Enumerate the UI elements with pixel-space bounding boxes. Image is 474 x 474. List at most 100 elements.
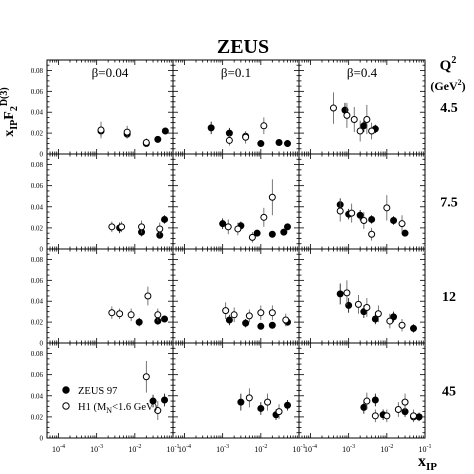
h1-point [154,407,162,415]
h1-point [398,220,406,228]
axis-ticks [46,59,426,439]
legend-h1-suffix: <1.6 GeV) [112,402,157,413]
h1-point [371,412,379,420]
q2-header-gev: (GeV [430,79,458,93]
panel-frame-r1-c0 [46,153,174,250]
h1-point [127,311,135,319]
h1-point [368,230,376,238]
zeus-point [268,230,276,238]
h1-point [97,126,105,134]
h1-point [222,307,230,315]
zeus-point [161,315,169,323]
h1-point [108,309,116,317]
y-axis-title-sup2: D(3) [0,87,10,106]
zeus-point [268,321,276,329]
legend-h1-label: H1 (MN<1.6 GeV) [78,402,158,415]
h1-point [116,310,124,318]
y-tick-label: 0.04 [31,298,44,306]
h1-point [144,292,152,300]
h1-point [329,104,337,112]
h1-point [245,312,253,320]
h1-point [142,139,150,147]
y-tick-label: 0 [40,435,44,443]
y-axis-title: xIPF2D(3) [0,87,20,136]
zeus-point [371,396,379,404]
beta-label: β=0.1 [221,65,251,80]
x-tick-label: 10-4 [304,444,317,454]
x-tick-label: 10-1 [293,444,306,454]
h1-point [374,310,382,318]
h1-point [356,127,364,135]
h1-point [154,311,162,319]
h1-point [225,136,233,144]
h1-point [360,217,368,224]
y-tick-label: 0.04 [31,392,44,400]
h1-point [343,289,351,297]
zeus-point [237,398,245,406]
h1-point [224,223,232,231]
panel-frame-r3-c1 [172,342,300,439]
panel-frame-r2-c0 [46,248,174,344]
x-tick-label: 10-2 [128,444,141,454]
zeus-point [360,122,368,130]
q2-header-q: Q [440,58,452,74]
zeus-point [161,127,169,135]
zeus-point [336,290,344,298]
zeus-point [280,228,288,236]
x-tick-label: 10-2 [254,444,267,454]
q2-label: 45 [442,385,456,400]
y-axis-title-sub2: 2 [9,106,20,111]
axis-labels: 0 0.02 0.04 0.06 0.08 0 0.02 0.04 0.06 0.08 0 0.02 0… [31,65,458,454]
x-tick-label: 10-1 [419,444,432,454]
q2-header-sup: 2 [451,55,456,66]
y-tick-label: 0.08 [31,350,44,358]
x-tick-label: 10-3 [90,444,103,454]
y-tick-label: 0.04 [31,203,44,211]
h1-point [138,223,146,231]
h1-point [354,300,362,308]
h1-point [363,116,371,124]
y-axis-title-main2: F [2,111,17,120]
legend-zeus-label: ZEUS 97 [78,386,117,397]
h1-point [363,303,371,311]
h1-point [234,225,242,233]
zeus-point [356,211,364,219]
zeus-point [368,215,376,223]
h1-point [242,133,250,141]
svg-text:xIPF2D(3): xIPF2D(3) [0,87,20,136]
x-tick-label: 10-3 [216,444,229,454]
beta-label: β=0.04 [92,65,129,80]
h1-point [230,311,238,319]
y-tick-label: 0.02 [31,130,44,138]
zeus-point [257,404,265,412]
h1-point [156,225,164,233]
legend-h1-prefix: H1 (M [78,402,107,413]
zeus-point [253,229,261,237]
panel-frame-r2-c2 [298,248,426,344]
h1-point [123,128,131,136]
chart-title: ZEUS [217,36,269,58]
h1-point [368,127,376,135]
h1-point [410,412,418,420]
legend-h1-marker [62,402,70,410]
h1-point [383,204,391,212]
zeus-point [284,401,292,409]
h1-point [401,398,409,406]
h1-point [142,373,150,381]
y-tick-label: 0.06 [31,182,44,190]
zeus-point [242,319,250,327]
h1-point [264,398,272,406]
zeus-point [284,140,292,148]
beta-label: β=0.4 [347,65,378,80]
zeus-point [207,124,215,132]
h1-point [108,223,116,231]
y-tick-label: 0.08 [31,67,44,75]
panel-frame-r1-c1 [172,153,300,250]
h1-point [348,209,356,217]
q2-header-close: ) [462,79,466,93]
zeus-point [275,139,283,147]
y-tick-label: 0 [40,340,44,348]
q2-label: 4.5 [440,101,458,116]
data-points [97,92,423,423]
